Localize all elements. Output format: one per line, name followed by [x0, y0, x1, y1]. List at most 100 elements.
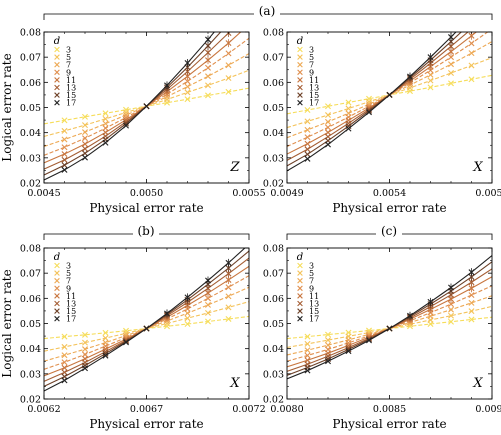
y-tick-label: 0.04 — [263, 128, 284, 139]
data-point-d7 — [205, 74, 210, 79]
data-point-d13 — [305, 147, 310, 152]
data-point-d17 — [82, 155, 87, 160]
legend-title: d — [297, 36, 303, 47]
legend-marker-d7 — [298, 62, 303, 67]
data-point-d7 — [226, 63, 231, 68]
data-point-d5 — [226, 75, 231, 80]
data-point-d7 — [205, 302, 210, 307]
y-tick-label: 0.04 — [20, 344, 41, 355]
x-axis-label: Physical error rate — [89, 417, 203, 431]
y-tick-label: 0.05 — [263, 319, 284, 330]
x-tick-label: 0.0054 — [373, 188, 406, 199]
data-point-d7 — [82, 347, 87, 352]
y-tick-label: 0.08 — [20, 28, 41, 39]
x-tick-label: 0.0049 — [270, 188, 303, 199]
x-tick-label: 0.0059 — [475, 188, 501, 199]
legend-marker-d17 — [298, 316, 303, 321]
chart-panel-a-x: 0.020.030.040.050.060.070.080.0049 0.0054… — [263, 0, 501, 215]
legend-marker-d5 — [55, 271, 60, 276]
data-point-d7 — [448, 62, 453, 67]
legend-marker-d9 — [55, 70, 60, 75]
x-tick-label: 0.0072 — [232, 404, 265, 415]
y-tick-label: 0.07 — [20, 269, 41, 280]
y-tick-label: 0.04 — [20, 128, 41, 139]
y-tick-label: 0.03 — [263, 153, 284, 164]
data-point-d5 — [407, 85, 412, 90]
data-point-d5 — [346, 106, 351, 111]
data-point-d17 — [62, 378, 67, 383]
legend-label-d17: 17 — [309, 99, 319, 108]
legend-marker-d3 — [298, 263, 303, 268]
legend: d357911131517 — [297, 36, 319, 108]
legend: d357911131517 — [54, 252, 76, 324]
legend-marker-d15 — [298, 309, 303, 314]
data-point-d5 — [164, 97, 169, 102]
legend-marker-d3 — [55, 47, 60, 52]
data-point-d17-stroke-1 — [226, 12, 231, 17]
data-point-d17 — [305, 156, 310, 161]
data-point-d9 — [469, 292, 474, 297]
y-tick-label: 0.05 — [20, 319, 41, 330]
legend-marker-d13 — [55, 85, 60, 90]
data-point-d15-stroke-1 — [226, 21, 231, 26]
y-tick-label: 0.07 — [20, 53, 41, 64]
data-point-d9 — [325, 125, 330, 130]
y-tick-label: 0.08 — [263, 244, 284, 255]
legend-title: d — [297, 252, 303, 263]
legend-label-d17: 17 — [66, 99, 76, 108]
data-point-d7 — [62, 137, 67, 142]
legend-marker-d15 — [55, 309, 60, 314]
data-point-d7 — [325, 119, 330, 124]
y-tick-label: 0.06 — [263, 294, 284, 305]
y-tick-label: 0.04 — [263, 344, 284, 355]
data-point-d7 — [103, 121, 108, 126]
y-axis-label: Logical error rate — [0, 53, 14, 161]
data-point-d5 — [205, 83, 210, 88]
chart-panel-c: 0.020.030.040.050.060.070.080.0080 0.0085… — [263, 244, 501, 432]
inset-label: X — [472, 160, 483, 175]
y-tick-label: 0.03 — [263, 369, 284, 380]
x-tick-label: 0.0045 — [27, 188, 60, 199]
x-tick-label: 0.0080 — [270, 404, 303, 415]
legend: d357911131517 — [54, 36, 76, 108]
data-point-d7 — [185, 84, 190, 89]
legend-marker-d5 — [298, 55, 303, 60]
legend-marker-d11 — [298, 294, 303, 299]
data-point-d9 — [62, 145, 67, 150]
legend-marker-d13 — [55, 301, 60, 306]
legend-marker-d5 — [55, 55, 60, 60]
chart-panel-b: 0.02 0.03 0.04 0.05 0.06 0.07 0.08 0.0062 0.0067… — [0, 244, 266, 432]
data-point-d7 — [428, 72, 433, 77]
bracket-a: (a) — [44, 3, 492, 20]
y-tick-label: 0.06 — [20, 294, 41, 305]
legend-marker-d5 — [298, 271, 303, 276]
data-point-d11 — [82, 141, 87, 146]
data-point-d15-stroke-2 — [226, 21, 231, 26]
data-point-d5 — [325, 112, 330, 117]
x-axis-label: Physical error rate — [332, 417, 446, 431]
x-axis-label: Physical error rate — [89, 201, 203, 215]
inset-label: X — [472, 376, 483, 391]
legend-label-d17: 17 — [309, 315, 319, 324]
y-tick-label: 0.07 — [263, 53, 284, 64]
legend-marker-d11 — [55, 78, 60, 83]
y-tick-label: 0.06 — [20, 78, 41, 89]
data-point-d11 — [62, 151, 67, 156]
data-point-d15 — [62, 163, 67, 168]
panel-label-c: (c) — [381, 224, 397, 238]
data-point-d17 — [62, 167, 67, 172]
panel-label-b: (b) — [137, 224, 154, 238]
data-point-d15 — [305, 152, 310, 157]
data-point-d17 — [103, 140, 108, 145]
data-point-d17-stroke-2 — [226, 12, 231, 17]
legend-marker-d9 — [298, 286, 303, 291]
bracket-c: (c) — [287, 223, 492, 240]
legend-marker-d9 — [298, 70, 303, 75]
data-point-d17 — [325, 142, 330, 147]
data-point-d7 — [469, 300, 474, 305]
data-point-d9 — [62, 360, 67, 365]
legend-title: d — [54, 252, 60, 263]
y-tick-label: 0.08 — [20, 244, 41, 255]
